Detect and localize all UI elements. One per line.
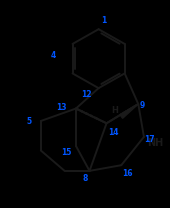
Text: 12: 12: [81, 90, 92, 99]
Text: 14: 14: [108, 128, 118, 137]
Text: 15: 15: [61, 148, 71, 157]
Text: NH: NH: [147, 137, 163, 147]
Text: 17: 17: [144, 135, 155, 144]
Text: 13: 13: [56, 103, 67, 112]
Text: H: H: [111, 106, 118, 115]
Text: 5: 5: [27, 116, 32, 125]
Text: 4: 4: [50, 51, 56, 60]
Text: 9: 9: [139, 101, 145, 110]
Text: 8: 8: [82, 174, 88, 183]
Text: 1: 1: [101, 16, 106, 25]
Polygon shape: [120, 104, 138, 118]
Text: 16: 16: [122, 169, 133, 178]
